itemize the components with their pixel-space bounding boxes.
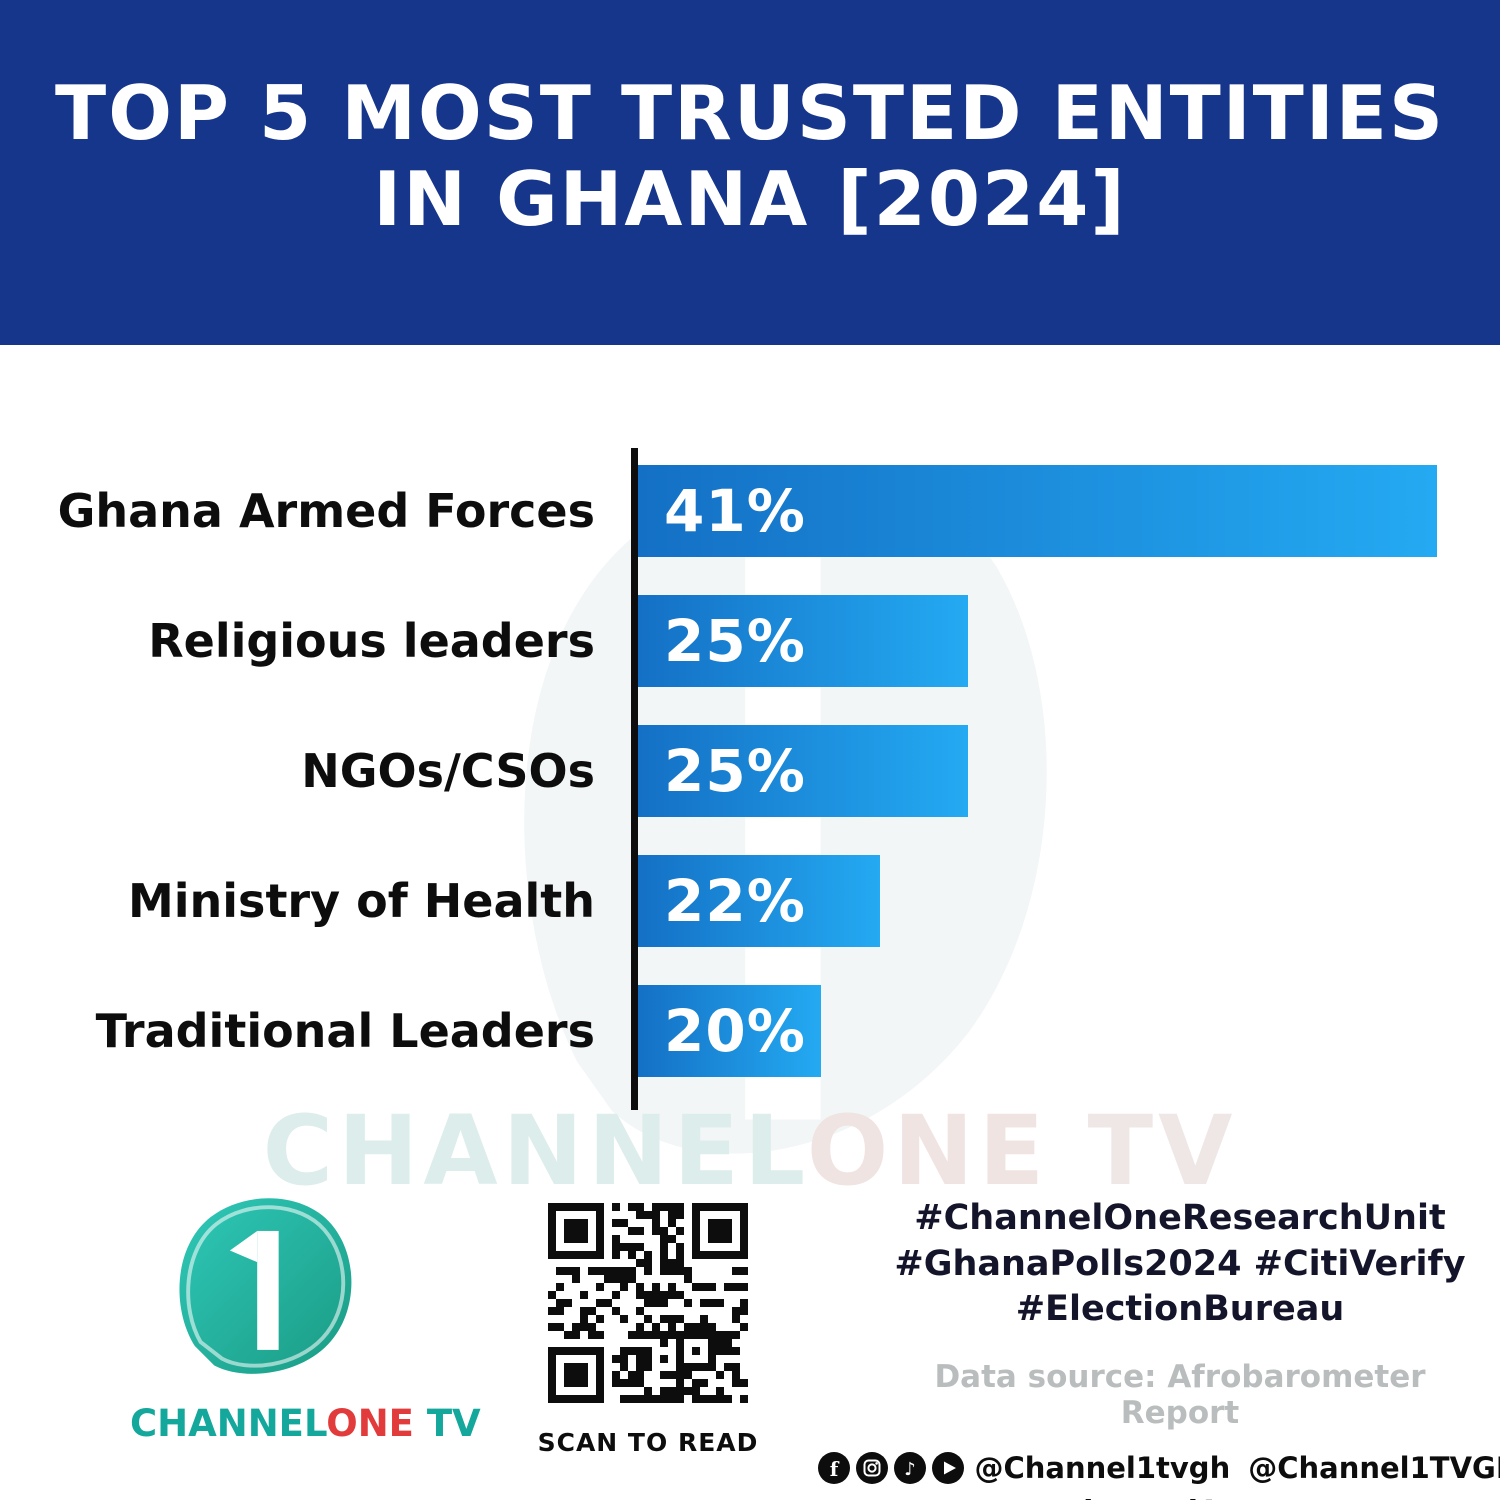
bar-row-ghana-armed-forces: Ghana Armed Forces 41% [0,465,1500,557]
bar-fill: 41% [638,465,1437,557]
channel-one-logo-icon [165,1190,365,1385]
footer-right-column: #ChannelOneResearchUnit #GhanaPolls2024 … [818,1196,1500,1500]
hashtag-line-2: #GhanaPolls2024 #CitiVerify [894,1243,1466,1284]
data-source: Data source: Afrobarometer Report [934,1358,1426,1431]
website-url: www.channel1news.com [890,1495,1470,1500]
bar-label: Ministry of Health [128,874,595,928]
bar-fill: 22% [638,855,880,947]
bar-label: Religious leaders [148,614,595,668]
bar-fill: 25% [638,595,968,687]
watermark-part2: ONE [806,1095,1050,1207]
bar-fill: 25% [638,725,968,817]
social-handle-x: @Channel1TVGHA [1248,1450,1500,1485]
facebook-icon: f [818,1451,851,1484]
social-handle-primary: @Channel1tvgh [974,1450,1231,1485]
page-title: TOP 5 MOST TRUSTED ENTITIES IN GHANA [20… [0,70,1500,243]
page-title-line2: IN GHANA [2024] [373,155,1127,244]
bar-value: 20% [664,997,806,1065]
tiktok-icon: ♪ [894,1451,927,1484]
hashtag-line-3: #ElectionBureau [1015,1289,1345,1329]
hashtag-line-1: #ChannelOneResearchUnit [914,1198,1446,1238]
bar-label: NGOs/CSOs [301,744,595,798]
bar-row-religious-leaders: Religious leaders 25% [0,595,1500,687]
bar-row-ngos-csos: NGOs/CSOs 25% [0,725,1500,817]
bar-label: Traditional Leaders [95,1004,595,1058]
bar-fill: 20% [638,985,821,1077]
youtube-icon [932,1451,965,1484]
page-title-line1: TOP 5 MOST TRUSTED ENTITIES [55,69,1445,157]
watermark-part3: TV [1049,1095,1238,1207]
bar-label: Ghana Armed Forces [57,484,595,538]
svg-text:♪: ♪ [905,1459,917,1480]
bar-value: 25% [664,737,806,805]
qr-caption: SCAN TO READ [537,1428,759,1457]
social-icon-cluster: f ♪ [817,1451,965,1485]
brand-one: ONE [326,1402,414,1445]
brand-tv: TV [413,1402,481,1445]
social-row: f ♪ @Channel1tvgh [818,1450,1500,1485]
watermark-part1: CHANNEL [262,1095,807,1207]
hashtags: #ChannelOneResearchUnit #GhanaPolls2024 … [890,1196,1470,1333]
bar-chart: Ghana Armed Forces 41% Religious leaders… [0,440,1500,1110]
header-banner: TOP 5 MOST TRUSTED ENTITIES IN GHANA [20… [0,0,1500,345]
bar-value: 41% [664,477,806,545]
chart-axis [631,448,638,1110]
watermark-text: CHANNELONE TV [0,1095,1500,1207]
instagram-icon [856,1451,889,1484]
bar-value: 25% [664,607,806,675]
bar-value: 22% [664,867,806,935]
brand-wordmark: CHANNELONE TV [130,1402,481,1445]
bar-row-traditional-leaders: Traditional Leaders 20% [0,985,1500,1077]
bar-row-ministry-of-health: Ministry of Health 22% [0,855,1500,947]
svg-text:f: f [830,1457,840,1481]
brand-channel: CHANNEL [130,1402,327,1445]
qr-code [548,1203,748,1403]
